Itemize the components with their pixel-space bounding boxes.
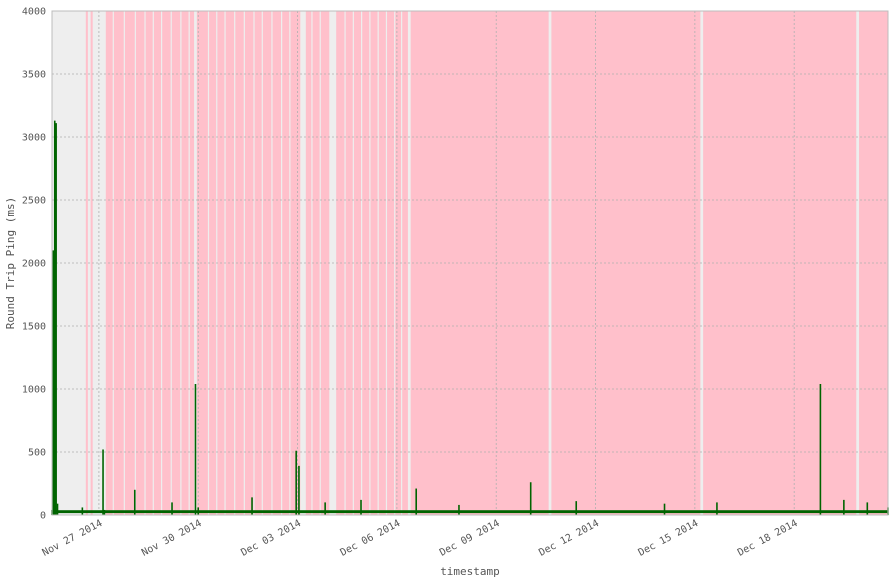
y-tick-labels: 0 500 1000 1500 2000 2500 3000 3500 4000 (22, 7, 46, 522)
highlight-gap (311, 11, 313, 515)
y-axis-label: Round Trip Ping (ms) (4, 197, 17, 329)
highlight-span (90, 11, 93, 515)
highlight-span (85, 11, 88, 515)
y-tick-label: 500 (28, 448, 46, 459)
series-baseline-band (52, 510, 888, 514)
y-tick-label: 2000 (22, 259, 46, 270)
series-group (51, 120, 889, 515)
x-tick-label: Dec 09 2014 (438, 518, 502, 559)
x-tick-label: Nov 30 2014 (140, 518, 204, 559)
highlight-gap (253, 11, 255, 515)
highlight-gap (170, 11, 172, 515)
highlight-gap (134, 11, 136, 515)
y-tick-label: 4000 (22, 7, 46, 18)
highlight-gap (394, 11, 396, 515)
y-tick-label: 0 (40, 511, 46, 522)
highlight-spans (85, 11, 888, 515)
x-tick-label: Dec 12 2014 (537, 518, 601, 559)
y-tick-label: 1500 (22, 322, 46, 333)
x-tick-label: Dec 15 2014 (637, 518, 701, 559)
highlight-span (410, 11, 549, 515)
highlight-gap (377, 11, 379, 515)
y-tick-label: 3500 (22, 70, 46, 81)
y-tick-label: 3000 (22, 133, 46, 144)
x-tick-label: Dec 06 2014 (339, 518, 403, 559)
y-tick-label: 1000 (22, 385, 46, 396)
x-tick-label: Dec 03 2014 (239, 518, 303, 559)
highlight-gap (234, 11, 236, 515)
x-tick-labels: Nov 27 2014 Nov 30 2014 Dec 03 2014 Dec 06 … (41, 518, 800, 559)
highlight-gap (261, 11, 263, 515)
highlight-gap (385, 11, 388, 515)
plot-frame (51, 10, 889, 516)
y-tick-label: 2500 (22, 196, 46, 207)
x-tick-label: Dec 18 2014 (736, 518, 800, 559)
highlight-gap (271, 11, 273, 515)
x-axis-label: timestamp (440, 565, 500, 578)
x-tick-label: Nov 27 2014 (41, 518, 105, 559)
